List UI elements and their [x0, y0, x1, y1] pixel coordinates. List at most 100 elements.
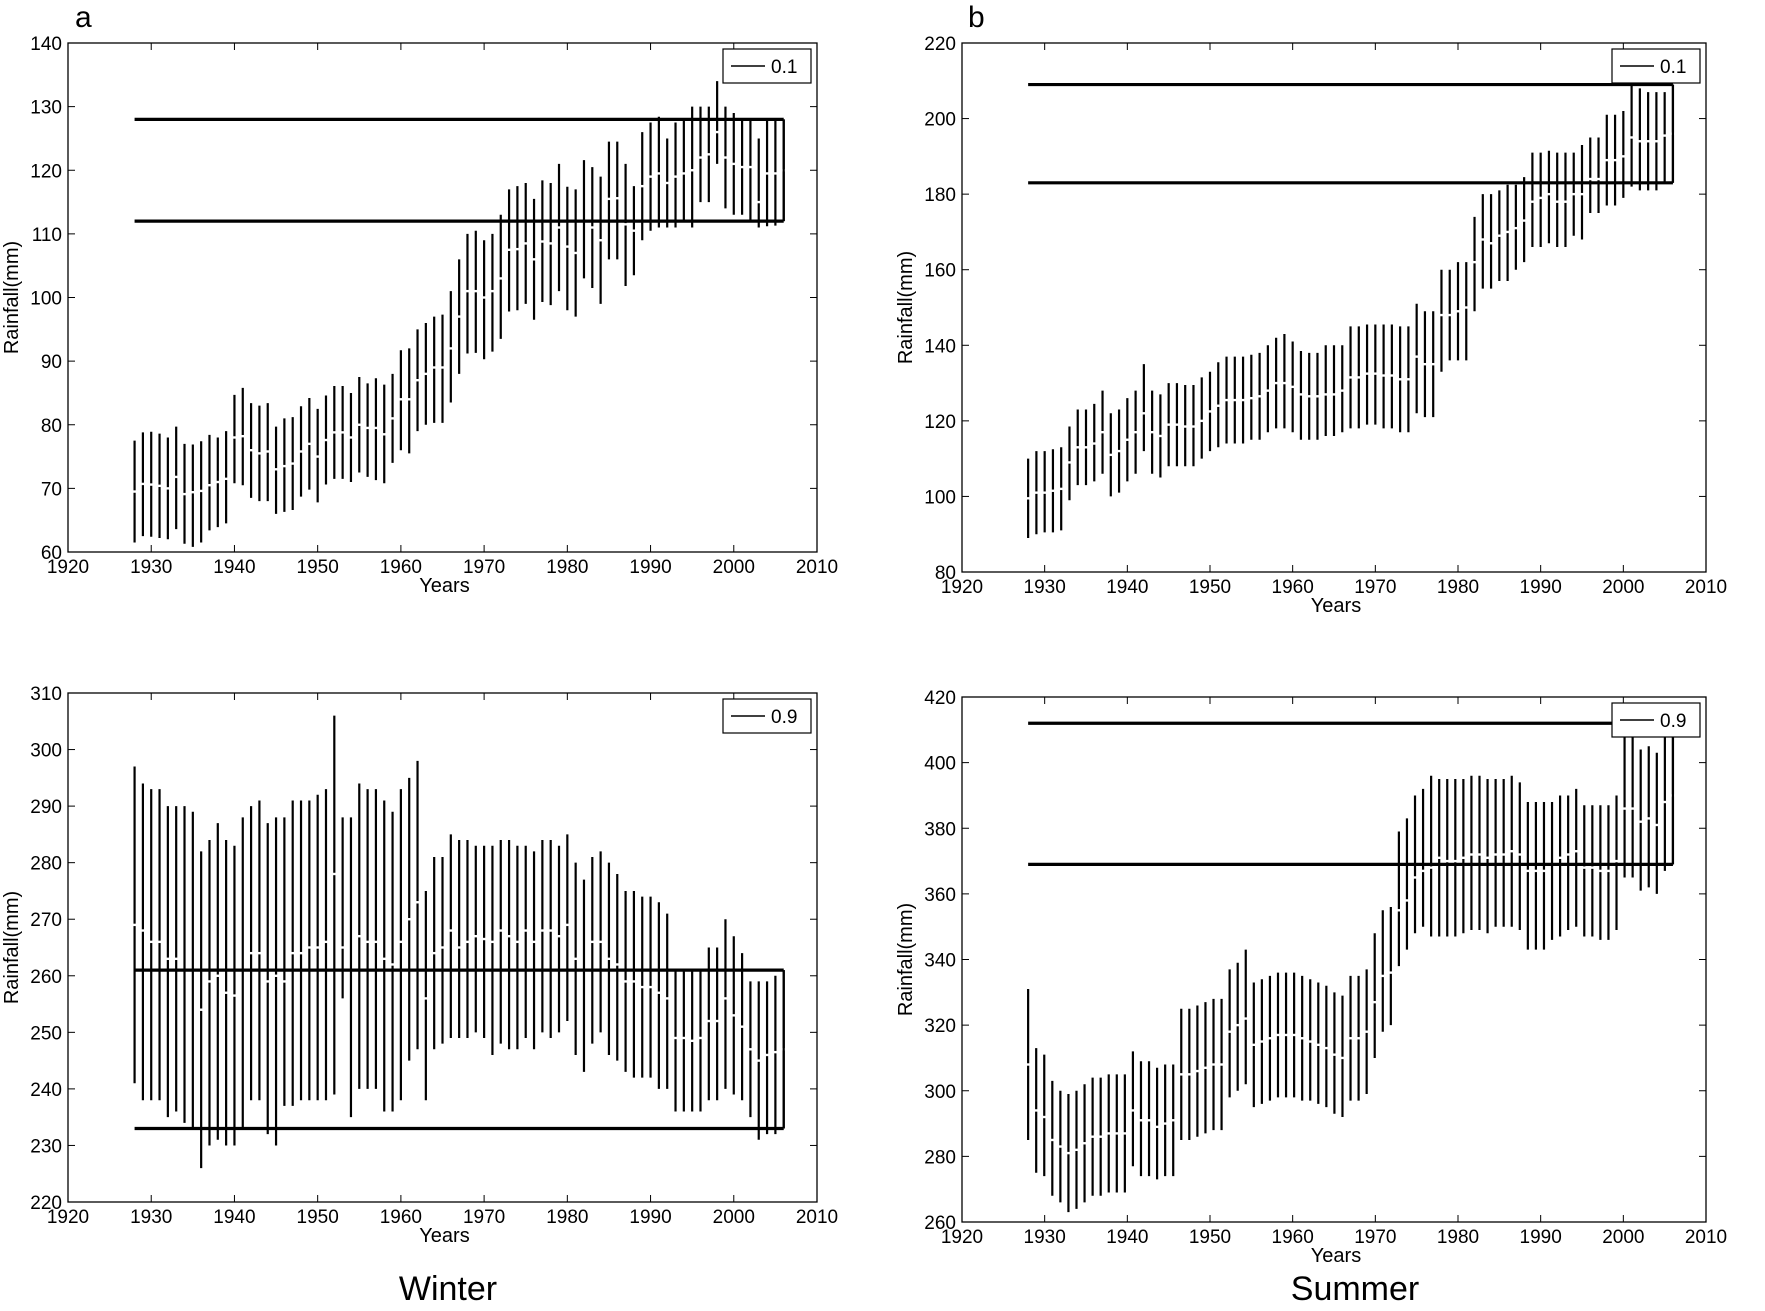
- mean-marker: [1357, 376, 1361, 379]
- mean-marker: [640, 985, 644, 989]
- mean-marker: [648, 985, 653, 989]
- y-tick-label: 140: [924, 336, 956, 357]
- mean-marker: [1332, 1053, 1337, 1056]
- mean-marker: [224, 477, 228, 481]
- mean-marker: [1191, 425, 1196, 428]
- mean-marker: [1606, 869, 1611, 873]
- mean-marker: [1566, 853, 1570, 856]
- mean-marker: [757, 1059, 761, 1062]
- mean-marker: [1134, 430, 1138, 434]
- mean-marker: [507, 934, 511, 938]
- x-tick-label: 1980: [546, 1207, 588, 1228]
- mean-marker: [540, 929, 544, 932]
- mean-marker: [1026, 1063, 1030, 1066]
- legend-label: 0.1: [771, 57, 797, 78]
- mean-marker: [1067, 461, 1072, 464]
- y-axis-label: Rainfall(mm): [1, 241, 23, 354]
- mean-marker: [499, 277, 503, 280]
- mean-marker: [257, 452, 262, 455]
- mean-marker: [1621, 155, 1625, 158]
- mean-marker: [1228, 1030, 1232, 1033]
- y-tick-label: 360: [924, 885, 956, 906]
- mean-marker: [249, 951, 253, 955]
- mean-marker: [1187, 1073, 1191, 1076]
- mean-marker: [1150, 430, 1154, 434]
- mean-marker: [1646, 140, 1650, 143]
- mean-marker: [199, 1008, 203, 1011]
- mean-marker: [132, 923, 137, 927]
- mean-marker: [565, 923, 569, 927]
- mean-marker: [532, 258, 536, 261]
- mean-marker: [698, 156, 703, 159]
- plot-frame: [67, 692, 818, 1203]
- mean-marker: [307, 946, 311, 949]
- y-tick-label: 100: [30, 289, 62, 310]
- mean-marker: [1590, 866, 1594, 869]
- mean-marker: [357, 934, 361, 938]
- mean-marker: [549, 242, 553, 245]
- mean-marker: [1655, 823, 1659, 827]
- x-tick-label: 1920: [941, 1227, 983, 1248]
- mean-marker: [1439, 313, 1444, 317]
- mean-marker: [374, 940, 378, 944]
- mean-marker: [732, 162, 736, 166]
- y-tick-label: 290: [30, 797, 62, 818]
- mean-marker: [474, 934, 478, 938]
- column-label-winter: Winter: [399, 1270, 497, 1308]
- chart-winter-0.9: 1920 1930 1940 1950 1960 1970 1980 1990 2000 2010…: [1, 684, 838, 1247]
- mean-marker: [1171, 1119, 1175, 1122]
- mean-marker: [1316, 1043, 1320, 1047]
- mean-marker: [132, 490, 137, 493]
- mean-marker: [366, 426, 370, 430]
- mean-marker: [1572, 192, 1576, 196]
- mean-marker: [1109, 453, 1113, 457]
- y-tick-label: 200: [924, 110, 956, 131]
- mean-marker: [1241, 398, 1245, 402]
- mean-marker: [1539, 196, 1543, 200]
- mean-marker: [374, 426, 378, 430]
- mean-marker: [1461, 856, 1465, 859]
- y-axis-label: Rainfall(mm): [1, 891, 23, 1004]
- mean-marker: [1429, 866, 1433, 869]
- mean-marker: [174, 957, 178, 961]
- y-tick-label: 90: [41, 352, 62, 373]
- mean-marker: [1034, 491, 1038, 494]
- x-tick-label: 1930: [130, 1207, 172, 1228]
- mean-marker: [316, 946, 320, 949]
- x-tick-label: 1970: [463, 557, 505, 578]
- x-tick-label: 2010: [1685, 1227, 1727, 1248]
- mean-marker: [1307, 395, 1311, 398]
- y-tick-label: 230: [30, 1136, 62, 1157]
- mean-marker: [1340, 389, 1344, 392]
- mean-marker: [682, 1036, 686, 1040]
- mean-marker: [1663, 800, 1667, 804]
- x-tick-label: 1940: [1106, 1227, 1148, 1248]
- mean-marker: [1092, 442, 1096, 445]
- mean-marker: [648, 175, 653, 178]
- mean-marker: [707, 153, 711, 156]
- mean-marker: [574, 251, 578, 255]
- mean-marker: [1530, 200, 1534, 203]
- legend: 0.9: [722, 698, 812, 734]
- mean-marker: [515, 247, 519, 251]
- mean-marker: [1489, 242, 1493, 245]
- mean-marker: [1216, 404, 1220, 407]
- x-axis-label: Years: [419, 1225, 469, 1247]
- legend-label: 0.9: [771, 707, 797, 728]
- mean-marker: [299, 951, 303, 955]
- y-tick-label: 320: [924, 1016, 956, 1037]
- y-tick-label: 80: [41, 416, 62, 437]
- mean-marker: [241, 435, 245, 438]
- y-tick-label: 280: [30, 854, 62, 875]
- mean-marker: [723, 997, 728, 1000]
- mean-marker: [157, 940, 162, 944]
- mean-marker: [1252, 1043, 1256, 1047]
- mean-marker: [1356, 1037, 1361, 1040]
- mean-marker: [1050, 1138, 1054, 1142]
- mean-marker: [1167, 423, 1171, 426]
- legend-label: 0.9: [1660, 711, 1686, 732]
- x-tick-label: 1930: [1024, 1227, 1066, 1248]
- mean-marker: [1183, 425, 1187, 428]
- x-tick-label: 2000: [713, 557, 755, 578]
- mean-marker: [1100, 430, 1105, 434]
